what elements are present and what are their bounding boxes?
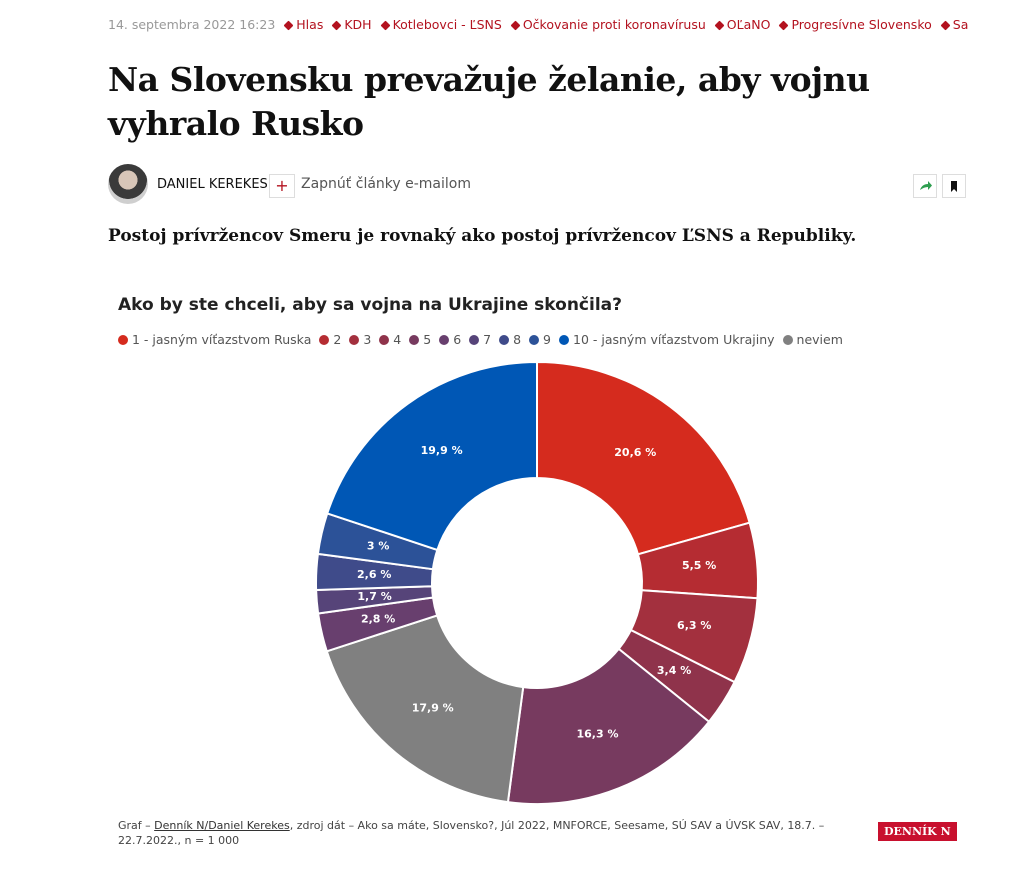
article-title: Na Slovensku prevažuje želanie, aby vojn… xyxy=(108,60,870,143)
legend-label: 6 xyxy=(453,332,462,347)
legend-item[interactable]: 4 xyxy=(379,332,401,347)
legend-label: neviem xyxy=(796,332,843,347)
author-name[interactable]: DANIEL KEREKES xyxy=(157,177,268,192)
tag-link[interactable]: Progresívne Slovensko xyxy=(780,17,931,32)
legend-item[interactable]: 9 xyxy=(529,332,551,347)
legend-swatch xyxy=(349,335,360,345)
legend-swatch xyxy=(469,335,480,345)
follow-button[interactable]: + xyxy=(269,174,295,198)
legend-label: 3 xyxy=(363,332,372,347)
source-text: , zdroj dát – Ako sa máte, Slovensko?, J… xyxy=(118,819,825,847)
article-meta: 14. septembra 2022 16:23 Hlas KDH Kotlebov… xyxy=(108,17,968,32)
source-prefix: Graf – xyxy=(118,819,155,832)
slice-label: 1,7 % xyxy=(357,590,391,603)
slice-label: 6,3 % xyxy=(677,619,711,632)
logo[interactable]: DENNÍK N xyxy=(878,822,957,841)
legend-item[interactable]: 8 xyxy=(499,332,521,347)
chart-title: Ako by ste chceli, aby sa vojna na Ukraj… xyxy=(118,295,622,315)
slice-label: 5,5 % xyxy=(682,559,716,572)
legend-item[interactable]: 3 xyxy=(349,332,371,347)
legend-item[interactable]: 2 xyxy=(319,332,341,347)
donut-slice[interactable] xyxy=(536,360,751,556)
article-lead: Postoj prívržencov Smeru je rovnaký ako … xyxy=(108,226,857,246)
tag-link[interactable]: Hlas xyxy=(285,17,323,32)
legend-label: 9 xyxy=(543,332,551,347)
legend-swatch xyxy=(559,335,569,345)
tag-link[interactable]: Očkovanie proti koronavírusu xyxy=(512,17,706,32)
legend-item[interactable]: 1 - jasným víťazstvom Ruska xyxy=(118,332,311,347)
legend-item[interactable]: 10 - jasným víťazstvom Ukrajiny xyxy=(559,332,775,347)
legend-label: 8 xyxy=(513,332,522,347)
legend-label: 7 xyxy=(483,332,492,347)
tag-link[interactable]: OĽaNO xyxy=(716,17,771,32)
slice-label: 2,8 % xyxy=(361,613,395,626)
date: 14. septembra 2022 16:23 xyxy=(108,17,276,32)
tag-link[interactable]: Kotlebovci - ĽSNS xyxy=(382,17,502,32)
donut-slice[interactable] xyxy=(325,360,538,552)
legend-item[interactable]: neviem xyxy=(782,332,843,347)
slice-label: 16,3 % xyxy=(576,727,618,740)
slice-label: 20,6 % xyxy=(614,446,656,459)
legend-item[interactable]: 6 xyxy=(439,332,461,347)
legend-label: 5 xyxy=(423,332,432,347)
share-icon xyxy=(920,181,932,190)
legend-swatch xyxy=(118,335,128,345)
bookmark-button[interactable] xyxy=(942,174,966,198)
tag-link[interactable]: SaS xyxy=(942,17,968,32)
share-button[interactable] xyxy=(913,174,937,198)
legend-swatch xyxy=(319,335,330,345)
legend-label: 1 - jasným víťazstvom Ruska xyxy=(132,332,312,347)
slice-label: 2,6 % xyxy=(357,568,391,581)
chart-source: Graf – Denník N/Daniel Kerekes, zdroj dá… xyxy=(118,818,848,848)
source-link[interactable]: Denník N/Daniel Kerekes xyxy=(154,819,290,832)
legend-swatch xyxy=(782,335,793,345)
legend-swatch xyxy=(409,335,420,345)
legend-label: 4 xyxy=(393,332,402,347)
legend-swatch xyxy=(379,335,390,345)
donut-slice[interactable] xyxy=(506,647,711,805)
bookmark-icon xyxy=(951,181,957,192)
legend-item[interactable]: 7 xyxy=(469,332,491,347)
subscribe-link[interactable]: Zapnúť články e-mailom xyxy=(301,176,471,192)
author-avatar[interactable] xyxy=(108,164,148,204)
donut-slice[interactable] xyxy=(325,614,525,804)
legend-swatch xyxy=(499,335,510,345)
legend-swatch xyxy=(529,335,540,345)
legend-label: 2 xyxy=(333,332,342,347)
legend-item[interactable]: 5 xyxy=(409,332,431,347)
slice-label: 17,9 % xyxy=(412,701,454,714)
tag-link[interactable]: KDH xyxy=(333,17,371,32)
slice-label: 19,9 % xyxy=(421,444,463,457)
legend-swatch xyxy=(439,335,450,345)
legend: 1 - jasným víťazstvom Ruska 2 3 4 5 6 7 8 9 10 - … xyxy=(118,332,843,347)
legend-label: 10 - jasným víťazstvom Ukrajiny xyxy=(573,332,775,347)
slice-label: 3 % xyxy=(367,539,390,552)
slice-label: 3,4 % xyxy=(657,664,691,677)
